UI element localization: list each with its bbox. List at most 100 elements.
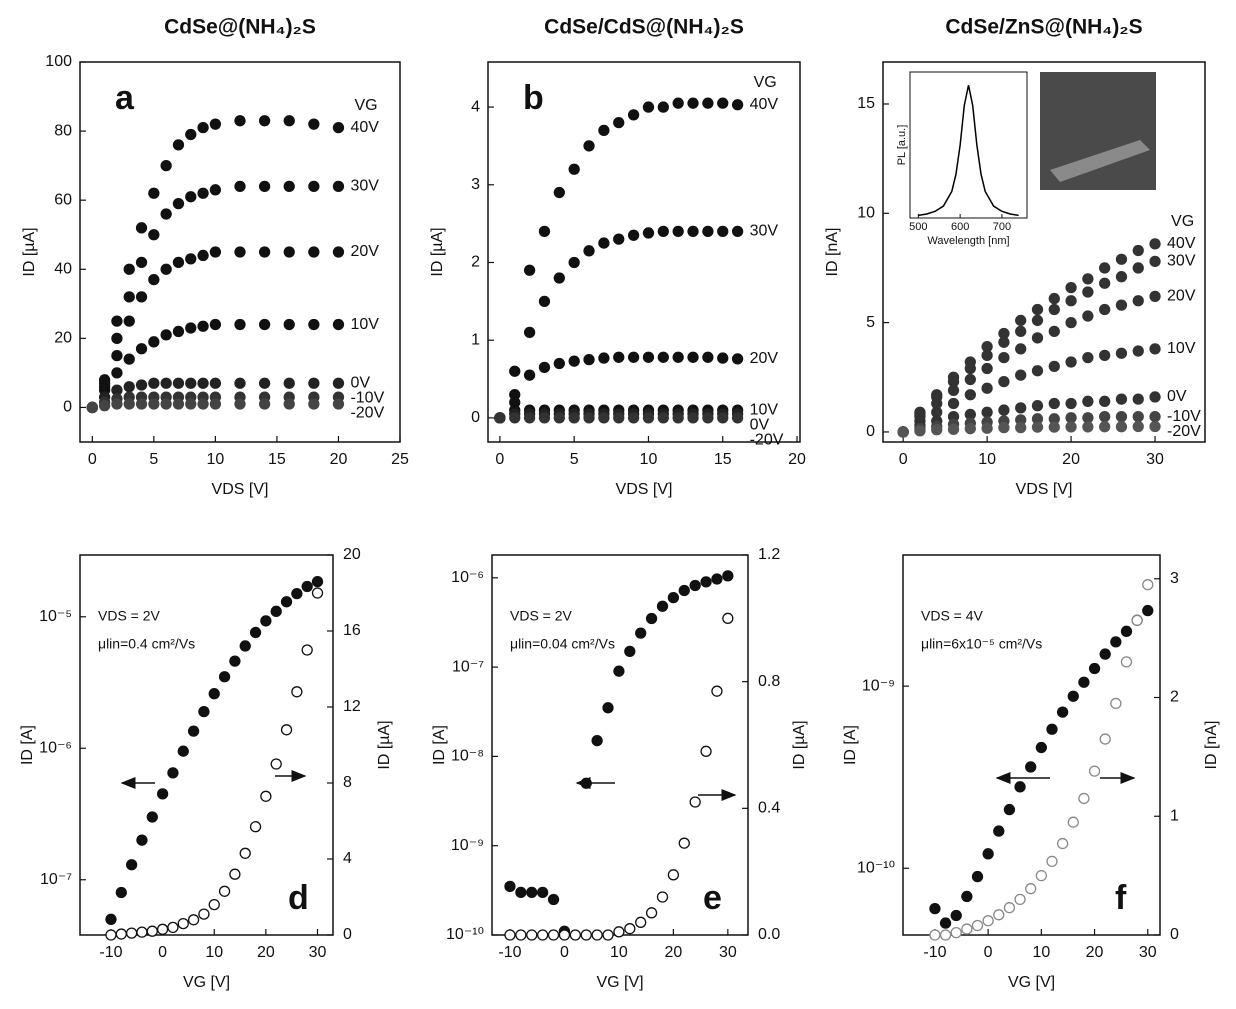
data-point — [258, 246, 271, 258]
data-point — [613, 665, 625, 677]
data-point — [260, 615, 272, 627]
annotation: μlin=0.4 cm²/Vs — [98, 636, 195, 652]
x-axis-label: VDS [V] — [616, 481, 673, 498]
data-point — [613, 233, 625, 245]
y-tick-label: 20 — [54, 330, 72, 347]
inset-x-tick-label: 700 — [993, 221, 1011, 233]
data-point — [1110, 636, 1122, 648]
data-point — [657, 101, 669, 113]
data-point — [1142, 604, 1154, 617]
data-point — [185, 322, 197, 334]
data-point — [234, 115, 246, 127]
series-label: 0V — [1167, 388, 1187, 405]
data-point — [627, 109, 640, 121]
data-point — [332, 180, 345, 193]
data-point — [301, 644, 313, 656]
y-axis-label: ID [µA] — [429, 227, 446, 276]
data-point — [602, 702, 614, 714]
data-point — [700, 745, 712, 757]
y-tick-label: 10 — [857, 205, 875, 222]
y-tick-label: 10⁻⁹ — [451, 837, 484, 854]
data-point — [993, 825, 1005, 837]
x-tick-label: 5 — [149, 451, 158, 468]
x-tick-label: -10 — [923, 944, 946, 961]
data-point — [964, 373, 976, 386]
inset-frame — [909, 71, 1028, 219]
data-point — [115, 886, 127, 899]
data-point — [1149, 391, 1161, 403]
panel-title: CdSe/CdS@(NH₄)₂S — [544, 16, 744, 39]
data-point — [722, 612, 734, 624]
series-label: -10V — [350, 389, 384, 406]
data-point — [1099, 648, 1111, 660]
data-point — [308, 398, 320, 410]
data-point — [583, 140, 595, 152]
data-point — [509, 412, 521, 424]
x-axis-label: VG [V] — [1008, 974, 1055, 991]
data-point — [167, 921, 179, 934]
y2-tick-label: 3 — [1170, 570, 1179, 587]
data-point — [198, 908, 210, 920]
data-point — [1065, 316, 1077, 329]
data-point — [1048, 292, 1060, 305]
data-point — [135, 398, 148, 410]
data-point — [672, 225, 684, 238]
panel-letter: b — [523, 79, 544, 117]
y-tick-label: 10⁻⁸ — [451, 748, 484, 765]
data-point — [1035, 741, 1047, 754]
data-point — [1115, 347, 1128, 359]
data-point — [642, 227, 655, 239]
data-point — [283, 318, 295, 331]
data-point — [1115, 421, 1128, 433]
y-tick-label: 0 — [866, 423, 875, 440]
data-point — [1131, 614, 1143, 626]
data-point — [998, 421, 1010, 434]
data-point — [187, 914, 200, 926]
y2-tick-label: 8 — [343, 774, 352, 791]
data-point — [1015, 402, 1027, 414]
data-point — [687, 412, 699, 424]
data-point — [1003, 803, 1016, 816]
data-point — [1132, 262, 1144, 274]
data-point — [689, 796, 701, 808]
data-point — [1132, 410, 1144, 423]
data-point — [146, 925, 158, 937]
x-tick-label: 10 — [978, 451, 996, 468]
x-tick-label: 20 — [257, 944, 275, 961]
data-point — [258, 318, 271, 331]
data-point — [1149, 410, 1161, 423]
data-point — [1065, 356, 1077, 368]
data-point — [538, 295, 551, 307]
data-point — [148, 398, 160, 410]
data-point — [981, 422, 993, 434]
y-tick-label: 80 — [54, 122, 72, 139]
data-point — [1046, 723, 1058, 735]
data-point — [280, 724, 293, 736]
y-tick-label: 10⁻¹⁰ — [446, 926, 484, 943]
annotation: VDS = 2V — [98, 608, 161, 624]
data-point — [136, 926, 148, 938]
data-point — [135, 256, 148, 269]
data-point — [558, 929, 571, 941]
data-point — [509, 365, 521, 377]
inset-y-label: PL [a.u.] — [896, 125, 908, 166]
data-point — [308, 180, 320, 193]
x-tick-label: 20 — [1062, 451, 1080, 468]
panel-title: CdSe/ZnS@(NH₄)₂S — [945, 16, 1142, 39]
data-point — [568, 355, 580, 367]
data-point — [981, 362, 993, 375]
data-point — [1115, 271, 1128, 283]
x-tick-label: -10 — [498, 944, 521, 961]
data-point — [939, 929, 952, 941]
data-point — [98, 400, 111, 412]
data-point — [198, 705, 210, 718]
data-point — [687, 97, 699, 109]
data-point — [123, 381, 135, 393]
data-point — [939, 917, 952, 929]
data-point — [950, 909, 962, 922]
x-tick-label: 10 — [205, 944, 223, 961]
y-tick-label: 10⁻⁷ — [40, 871, 72, 888]
data-point — [580, 929, 592, 941]
data-point — [971, 870, 984, 883]
data-point — [1031, 303, 1044, 316]
